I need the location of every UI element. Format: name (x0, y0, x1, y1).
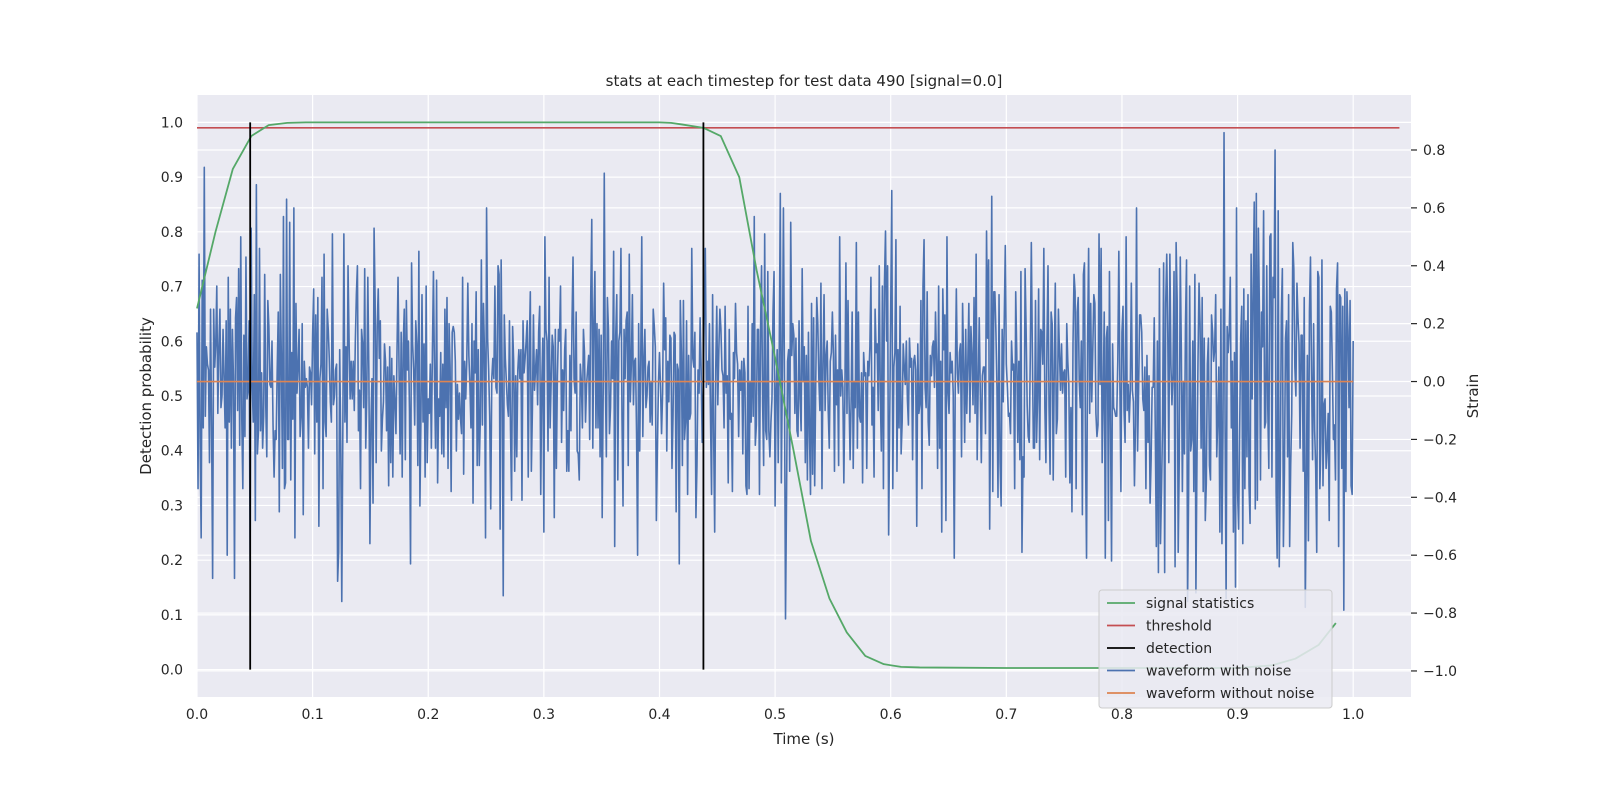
y-right-tick-label: −0.2 (1423, 432, 1457, 448)
legend-label: waveform with noise (1146, 664, 1291, 680)
y-right-tick-label: 0.2 (1423, 317, 1445, 333)
y-right-tick-label: −0.4 (1423, 490, 1457, 506)
y-left-tick-label: 1.0 (161, 115, 183, 131)
x-tick-label: 0.0 (186, 707, 208, 723)
x-tick-label: 0.2 (417, 707, 439, 723)
legend-label: threshold (1146, 619, 1212, 635)
y-right-tick-label: 0.0 (1423, 375, 1445, 391)
legend-box (1098, 589, 1333, 709)
y-left-tick-label: 0.1 (161, 608, 183, 624)
y-right-tick-label: −0.6 (1423, 548, 1457, 564)
y-left-tick-label: 0.3 (161, 498, 183, 514)
x-tick-label: 0.9 (1226, 707, 1248, 723)
y-right-tick-label: 0.4 (1423, 259, 1445, 275)
y-axis-label-right: Strain (1464, 374, 1482, 418)
y-left-tick-label: 0.2 (161, 553, 183, 569)
y-right-tick-label: −1.0 (1423, 664, 1457, 680)
x-tick-label: 0.5 (764, 707, 786, 723)
x-tick-label: 0.1 (301, 707, 323, 723)
y-left-tick-label: 0.5 (161, 389, 183, 405)
x-axis-label: Time (s) (773, 730, 835, 748)
x-tick-label: 0.6 (880, 707, 902, 723)
series-layer (196, 121, 1400, 670)
y-right-tick-label: 0.6 (1423, 201, 1445, 217)
y-axis-label-left: Detection probability (137, 317, 155, 475)
tick-labels: 0.0 0.1 0.2 0.3 0.4 0.5 0.6 0.7 0.8 0.9 1.0 0.0 0.1 0… (161, 115, 1457, 723)
legend-label: signal statistics (1146, 596, 1254, 612)
y-left-tick-label: 0.0 (161, 663, 183, 679)
y-right-tick-label: 0.8 (1423, 143, 1445, 159)
y-left-tick-label: 0.6 (161, 334, 183, 350)
chart-title: stats at each timestep for test data 490… (606, 72, 1003, 90)
x-tick-label: 0.4 (648, 707, 670, 723)
x-tick-label: 0.7 (995, 707, 1017, 723)
series-waveform-with-noise (196, 131, 1354, 620)
legend: signal statistics threshold detection wavef… (1098, 589, 1333, 709)
y-left-tick-label: 0.7 (161, 280, 183, 296)
y-right-tick-label: −0.8 (1423, 606, 1457, 622)
x-tick-label: 0.3 (533, 707, 555, 723)
y-left-tick-label: 0.4 (161, 444, 183, 460)
y-left-tick-label: 0.8 (161, 225, 183, 241)
y-left-tick-label: 0.9 (161, 170, 183, 186)
x-tick-label: 1.0 (1342, 707, 1364, 723)
legend-label: detection (1146, 641, 1212, 657)
legend-label: waveform without noise (1146, 686, 1314, 702)
x-tick-label: 0.8 (1111, 707, 1133, 723)
